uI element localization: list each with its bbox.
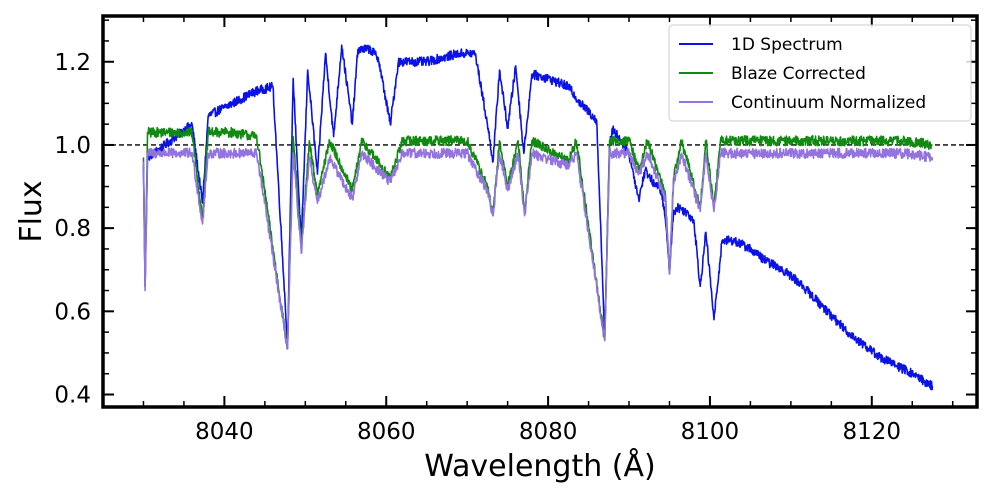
y-tick-label: 0.4 — [54, 383, 91, 409]
legend-label: 1D Spectrum — [731, 35, 843, 55]
y-tick-label: 0.6 — [54, 299, 91, 325]
y-axis-title: Flux — [14, 180, 49, 242]
x-tick-label: 8120 — [843, 419, 902, 445]
series-layer — [103, 44, 977, 391]
series-line-1d-spectrum — [142, 44, 934, 391]
x-tick-label: 8060 — [357, 419, 416, 445]
series-line-continuum-normalized — [142, 147, 934, 350]
x-tick-label: 8100 — [681, 419, 740, 445]
y-tick-label: 1.0 — [54, 133, 91, 159]
axes-frame — [101, 14, 979, 409]
legend-label: Blaze Corrected — [731, 64, 866, 84]
x-tick-label: 8040 — [195, 419, 254, 445]
legend-label: Continuum Normalized — [731, 93, 926, 113]
y-tick-label: 1.2 — [54, 50, 91, 76]
legend-box — [668, 24, 972, 122]
axes-layer: 8040 8060 8080 8100 8120 0.4 0.6 0.8 1.0 1.2 — [54, 14, 979, 445]
legend: 1D Spectrum Blaze Corrected Continuum Norm… — [668, 24, 972, 122]
x-tick-label: 8080 — [519, 419, 578, 445]
y-tick-label: 0.8 — [54, 216, 91, 242]
x-axis-title: Wavelength (Å) — [424, 448, 655, 484]
